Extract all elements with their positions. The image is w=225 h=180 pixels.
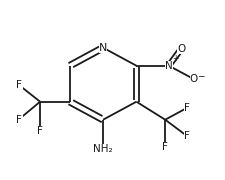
Text: F: F	[162, 142, 167, 152]
Text: N: N	[99, 43, 107, 53]
Text: F: F	[16, 80, 21, 90]
Text: F: F	[37, 126, 43, 136]
Text: F: F	[183, 103, 189, 113]
Text: F: F	[16, 115, 21, 125]
Text: NH₂: NH₂	[93, 144, 112, 154]
Text: +: +	[172, 54, 178, 63]
Text: −: −	[196, 71, 204, 80]
Text: O: O	[176, 44, 185, 54]
Text: N: N	[164, 61, 172, 71]
Text: F: F	[183, 131, 189, 141]
Text: O: O	[189, 74, 197, 84]
